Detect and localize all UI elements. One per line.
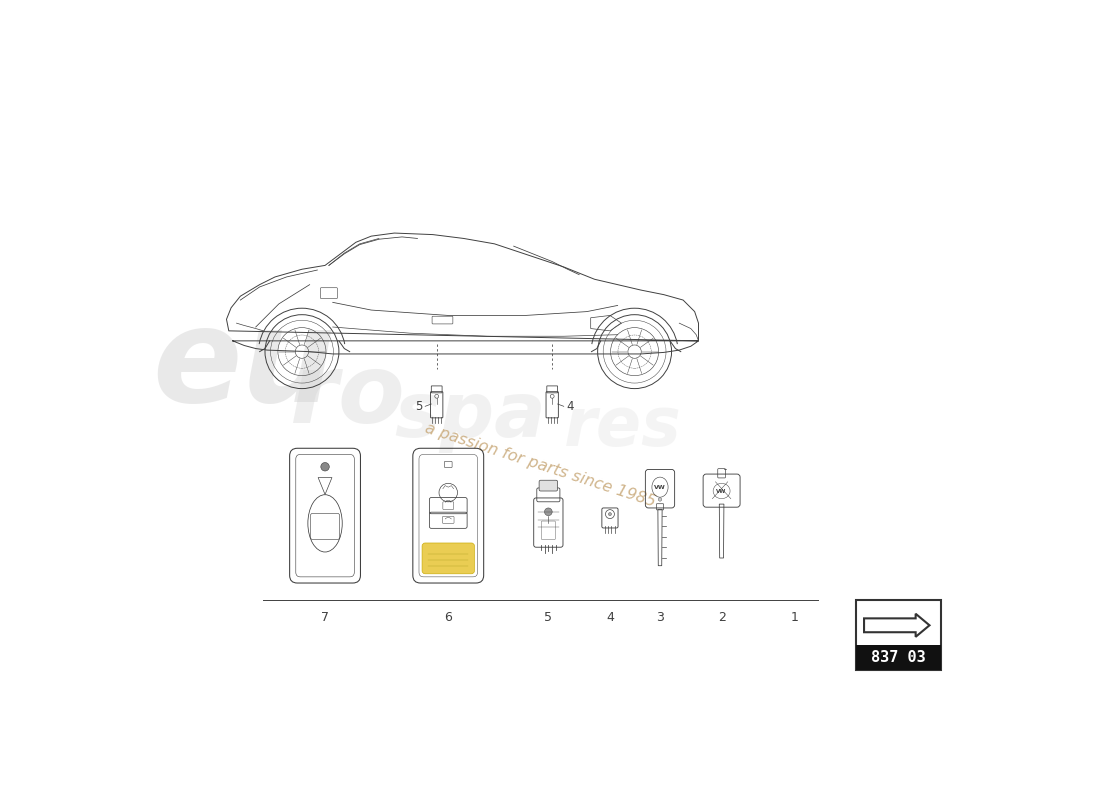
Text: 6: 6: [444, 611, 452, 624]
Text: a passion for parts since 1985: a passion for parts since 1985: [424, 421, 658, 510]
Text: 4: 4: [566, 400, 573, 413]
Circle shape: [608, 513, 612, 516]
Text: 5: 5: [416, 400, 422, 413]
Text: 1: 1: [791, 611, 799, 624]
FancyBboxPatch shape: [422, 543, 474, 574]
Circle shape: [658, 498, 662, 501]
Text: ro: ro: [290, 350, 405, 443]
Circle shape: [544, 508, 552, 516]
Text: VW: VW: [716, 489, 727, 494]
Text: eu: eu: [152, 302, 336, 429]
FancyBboxPatch shape: [856, 645, 942, 670]
Text: res: res: [563, 394, 682, 460]
Circle shape: [321, 462, 329, 471]
Text: 837 03: 837 03: [871, 650, 926, 665]
Text: 3: 3: [656, 611, 664, 624]
Text: 7: 7: [321, 611, 329, 624]
Text: VW: VW: [654, 485, 666, 490]
FancyBboxPatch shape: [539, 480, 558, 491]
FancyBboxPatch shape: [856, 600, 942, 670]
Text: spa: spa: [395, 378, 546, 453]
Text: 5: 5: [544, 611, 552, 624]
Text: 4: 4: [606, 611, 614, 624]
Text: 2: 2: [717, 611, 726, 624]
